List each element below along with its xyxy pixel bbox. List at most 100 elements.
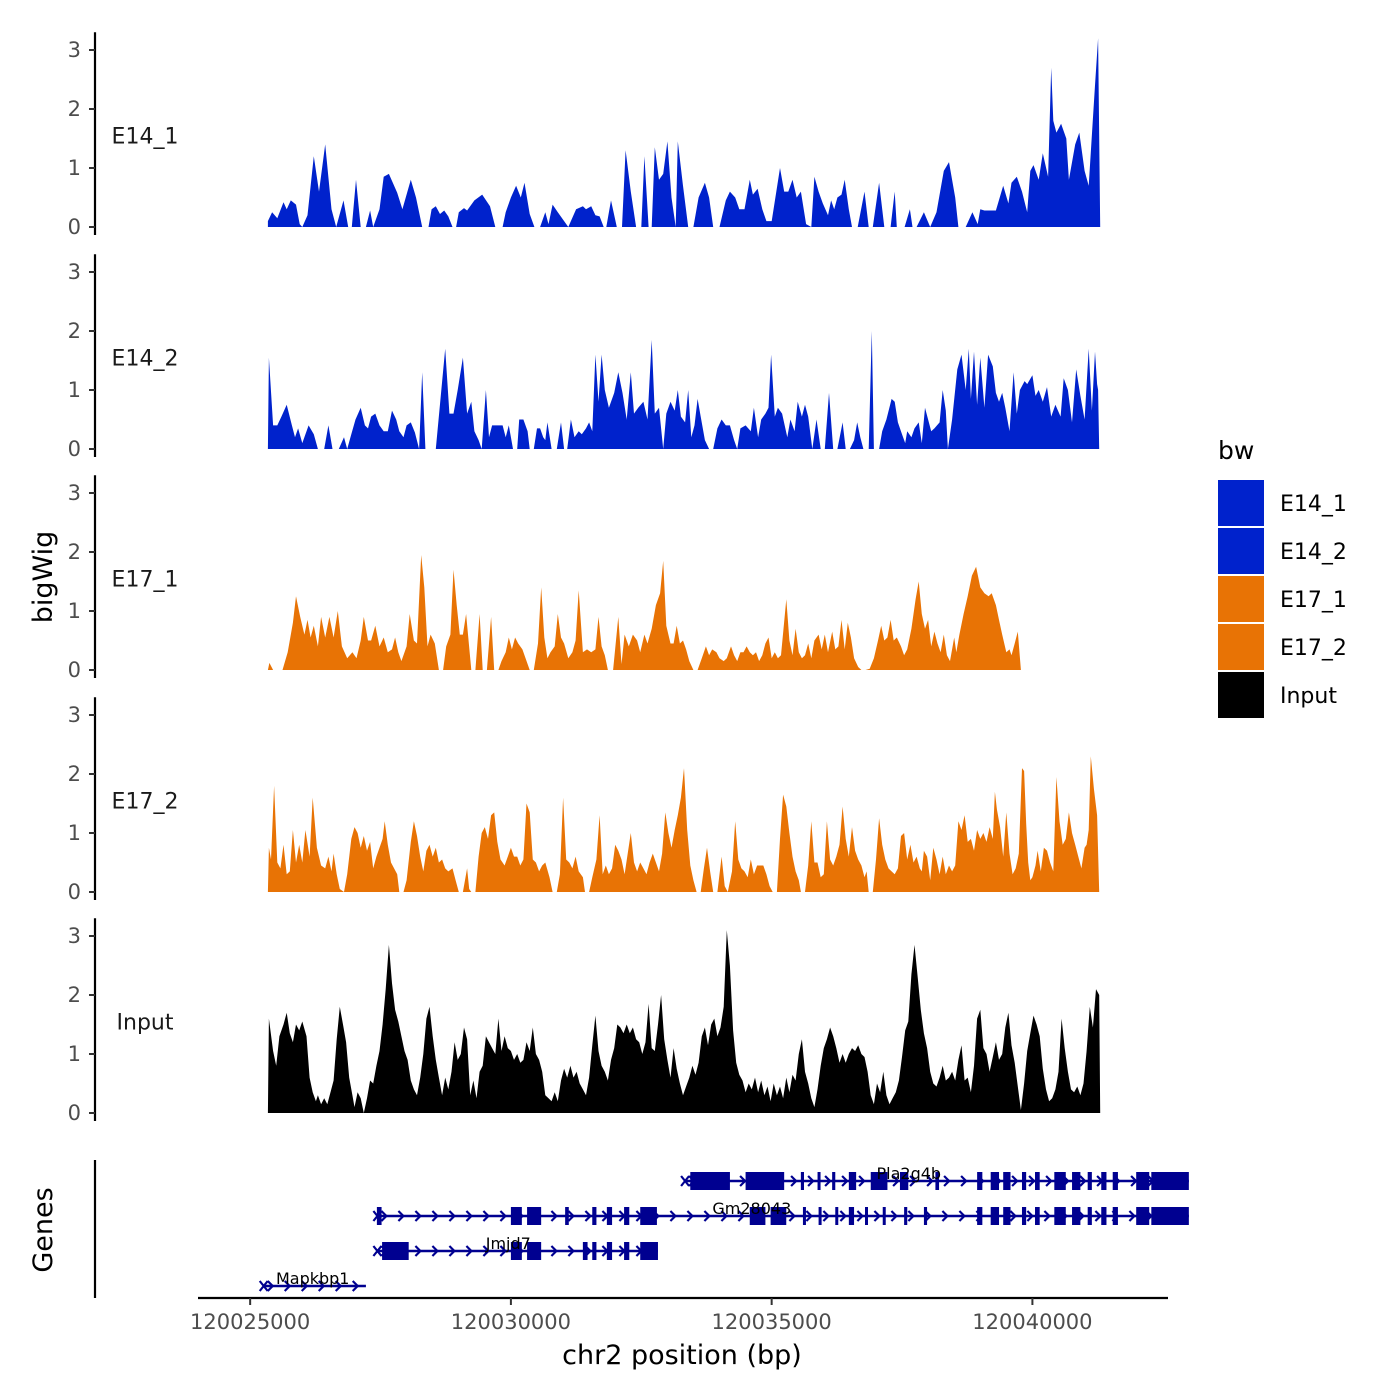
panel-e17-1: 0 1 2 3 E17_1 [68, 475, 1021, 682]
gene-start-marker [258, 1280, 269, 1292]
genes-track: Pla2g4b Gm28043 Jmjd7 Mapkbp1 [93, 1160, 1189, 1298]
exon-block [1101, 1172, 1107, 1190]
strand-arrow-icon [890, 1210, 898, 1222]
exon-block [882, 1207, 886, 1225]
strand-arrow-icon [1009, 1210, 1017, 1222]
strand-arrow-icon [943, 1175, 951, 1187]
strand-arrow-icon [482, 1210, 490, 1222]
strand-arrow-icon [824, 1175, 832, 1187]
exon-block [606, 1207, 613, 1225]
exon-block [817, 1172, 821, 1190]
exon-block [1101, 1207, 1107, 1225]
strand-arrow-icon [1026, 1210, 1034, 1222]
legend-label: E17_2 [1280, 636, 1347, 661]
strand-arrow-icon [873, 1210, 881, 1222]
strand-arrow-icon [839, 1210, 847, 1222]
strand-arrow-icon [1043, 1210, 1051, 1222]
series-area [267, 331, 1100, 449]
strand-arrow-icon [1028, 1175, 1036, 1187]
exon-block [1021, 1207, 1027, 1225]
y-tick-label: 0 [68, 437, 81, 461]
strand-arrow-icon [334, 1280, 343, 1292]
exon-block [527, 1207, 542, 1225]
strand-arrow-icon [807, 1175, 815, 1187]
exon-block [848, 1172, 857, 1190]
strand-arrow-icon [266, 1280, 275, 1292]
genes-axis-title: Genes [28, 1187, 59, 1272]
exon-block [745, 1172, 785, 1190]
panel-input: 0 1 2 3 Input [68, 918, 1101, 1125]
exon-block [870, 1172, 888, 1190]
legend-label: E17_1 [1280, 588, 1347, 613]
strand-arrow-icon [669, 1210, 677, 1222]
exon-block [527, 1242, 542, 1260]
gene-gm28043: Gm28043 [372, 1199, 1189, 1225]
gene-label: Pla2g4b [877, 1164, 942, 1183]
exon-block [990, 1172, 1000, 1190]
panel-label: E17_1 [112, 568, 179, 593]
y-tick-label: 1 [68, 821, 81, 845]
strand-arrow-icon [1045, 1175, 1053, 1187]
exon-block [770, 1207, 787, 1225]
exon-block [1003, 1207, 1011, 1225]
exon-block [904, 1207, 908, 1225]
exon-block [935, 1172, 940, 1190]
strand-arrow-icon [283, 1280, 292, 1292]
exon-block [582, 1242, 588, 1260]
panel-label: E14_2 [112, 347, 179, 372]
y-tick-label: 1 [68, 1042, 81, 1066]
gene-mapkbp1: Mapkbp1 [258, 1269, 366, 1292]
strand-arrow-icon [790, 1175, 798, 1187]
strand-arrow-icon [909, 1175, 917, 1187]
strand-arrow-icon [317, 1280, 326, 1292]
panel-label: Input [117, 1011, 174, 1036]
y-tick-label: 3 [68, 38, 81, 62]
x-tick-label: 120025000 [190, 1310, 310, 1334]
strand-arrow-icon [1079, 1175, 1087, 1187]
strand-arrow-icon [907, 1210, 915, 1222]
y-tick-label: 2 [68, 983, 81, 1007]
exon-block [624, 1207, 630, 1225]
strand-arrow-icon [1094, 1210, 1102, 1222]
strand-arrow-icon [351, 1280, 360, 1292]
strand-arrow-icon [686, 1210, 694, 1222]
series-area [267, 555, 1021, 670]
y-tick-label: 1 [68, 378, 81, 402]
legend-swatch [1218, 624, 1264, 670]
exon-block [832, 1172, 836, 1190]
exon-block [1087, 1172, 1092, 1190]
strand-arrow-icon [448, 1245, 456, 1257]
exon-block [1112, 1207, 1118, 1225]
strand-arrow-icon [431, 1245, 439, 1257]
strand-arrow-icon [822, 1210, 830, 1222]
exon-block [923, 1207, 928, 1225]
y-tick-label: 0 [68, 880, 81, 904]
series-area [267, 930, 1101, 1113]
gene-jmjd7: Jmjd7 [372, 1234, 658, 1260]
strand-arrow-icon [858, 1175, 866, 1187]
exon-block [818, 1207, 822, 1225]
strand-arrow-icon [788, 1210, 796, 1222]
strand-arrow-icon [465, 1245, 473, 1257]
y-tick-label: 0 [68, 215, 81, 239]
strand-arrow-icon [1130, 1175, 1138, 1187]
exon-block [1054, 1172, 1066, 1190]
legend-swatch [1218, 576, 1264, 622]
y-tick-label: 1 [68, 599, 81, 623]
y-tick-label: 3 [68, 703, 81, 727]
legend-swatch [1218, 480, 1264, 526]
x-tick-label: 120030000 [451, 1310, 571, 1334]
strand-arrow-icon [448, 1210, 456, 1222]
exon-block [1003, 1172, 1011, 1190]
strand-arrow-icon [856, 1210, 864, 1222]
exon-block [606, 1242, 613, 1260]
legend-swatch [1218, 672, 1264, 718]
strand-arrow-icon [737, 1210, 745, 1222]
strand-arrow-icon [924, 1210, 932, 1222]
x-axis: 120025000 120030000 120035000 120040000 [190, 1296, 1168, 1334]
panel-e17-2: 0 1 2 3 E17_2 [68, 697, 1100, 904]
exon-block [865, 1207, 869, 1225]
strand-arrow-icon [431, 1210, 439, 1222]
exon-block [592, 1242, 597, 1260]
